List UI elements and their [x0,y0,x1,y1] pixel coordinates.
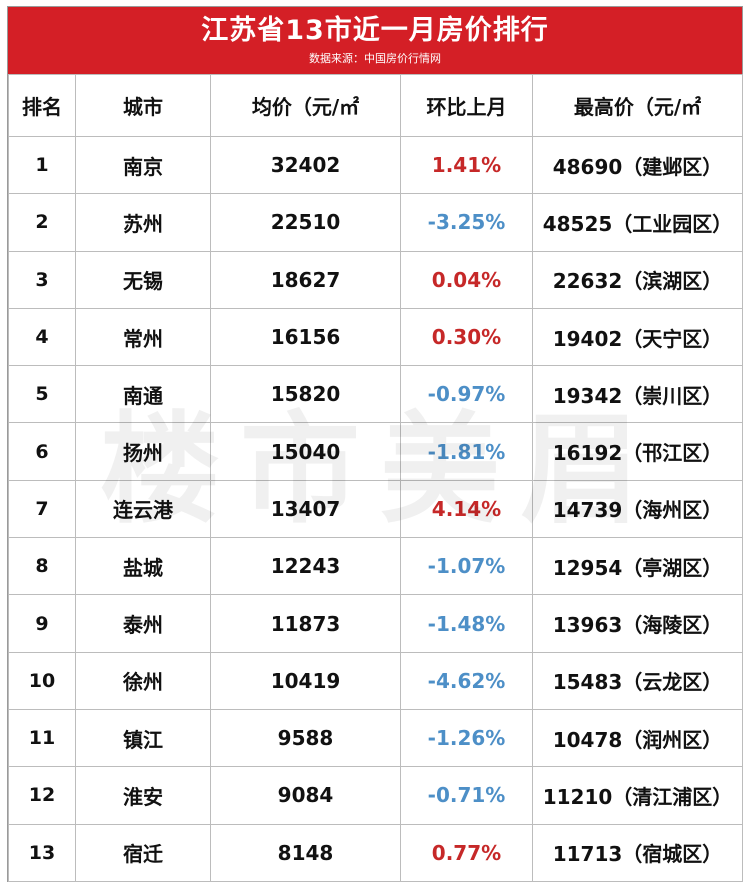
table-row: 11 镇江 9588 -1.26% 10478（润州区） [8,708,743,768]
average-price-cell: 22510 [210,193,401,252]
table-row: 6 扬州 15040 -1.81% 16192（邗江区） [8,422,743,481]
highest-price-cell: 16192（邗江区） [532,422,743,481]
city-cell: 宿迁 [75,823,211,882]
data-source-note: 数据来源：中国房价行情网 [309,52,441,65]
month-change-cell: 4.14% [400,479,533,539]
column-header-month-change: 环比上月 [400,74,533,137]
average-price-cell: 8148 [210,823,401,882]
rank-cell: 1 [8,135,76,195]
city-cell: 南通 [75,365,211,424]
table-row: 9 泰州 11873 -1.48% 13963（海陵区） [8,594,743,653]
highest-price-cell: 15483（云龙区） [532,651,743,710]
highest-price-cell: 10478（润州区） [532,708,743,768]
rank-cell: 13 [8,823,76,882]
rank-cell: 7 [8,479,76,539]
rank-cell: 10 [8,651,76,710]
table-frame [7,6,743,882]
city-cell: 盐城 [75,537,211,596]
highest-price-cell: 13963（海陵区） [532,594,743,653]
table-header-row: 排名 城市 均价（元/㎡ 环比上月 最高价（元/㎡ [8,74,743,137]
table-row: 3 无锡 18627 0.04% 22632（滨湖区） [8,250,743,309]
month-change-cell: -1.26% [400,708,533,768]
rank-cell: 6 [8,422,76,481]
table-row: 5 南通 15820 -0.97% 19342（崇川区） [8,365,743,424]
city-cell: 徐州 [75,651,211,710]
highest-price-cell: 19402（天宁区） [532,307,743,367]
column-header-average-price: 均价（元/㎡ [210,74,401,137]
city-cell: 扬州 [75,422,211,481]
table-row: 10 徐州 10419 -4.62% 15483（云龙区） [8,651,743,710]
month-change-cell: 1.41% [400,135,533,195]
average-price-cell: 15820 [210,365,401,424]
page-title: 江苏省13市近一月房价排行 [201,15,549,46]
table-body: 1 南京 32402 1.41% 48690（建邺区） 2 苏州 22510 -3.25% 485… [8,135,743,882]
highest-price-cell: 48690（建邺区） [532,135,743,195]
average-price-cell: 12243 [210,537,401,596]
month-change-cell: 0.04% [400,250,533,309]
city-cell: 苏州 [75,193,211,252]
city-cell: 无锡 [75,250,211,309]
highest-price-cell: 12954（亭湖区） [532,537,743,596]
month-change-cell: 0.77% [400,823,533,882]
city-cell: 镇江 [75,708,211,768]
highest-price-cell: 11210（清江浦区） [532,766,743,825]
month-change-cell: -0.97% [400,365,533,424]
average-price-cell: 11873 [210,594,401,653]
average-price-cell: 32402 [210,135,401,195]
average-price-cell: 9588 [210,708,401,768]
month-change-cell: -3.25% [400,193,533,252]
highest-price-cell: 14739（海州区） [532,479,743,539]
city-cell: 淮安 [75,766,211,825]
highest-price-cell: 19342（崇川区） [532,365,743,424]
table-row: 1 南京 32402 1.41% 48690（建邺区） [8,135,743,195]
average-price-cell: 15040 [210,422,401,481]
city-cell: 泰州 [75,594,211,653]
month-change-cell: -1.07% [400,537,533,596]
column-header-rank: 排名 [8,74,76,137]
average-price-cell: 10419 [210,651,401,710]
city-cell: 常州 [75,307,211,367]
column-header-highest-price: 最高价（元/㎡ [532,74,743,137]
month-change-cell: -1.48% [400,594,533,653]
table-row: 13 宿迁 8148 0.77% 11713（宿城区） [8,823,743,882]
average-price-cell: 18627 [210,250,401,309]
table-row: 12 淮安 9084 -0.71% 11210（清江浦区） [8,766,743,825]
month-change-cell: -1.81% [400,422,533,481]
month-change-cell: -0.71% [400,766,533,825]
city-cell: 南京 [75,135,211,195]
column-header-city: 城市 [75,74,211,137]
highest-price-cell: 48525（工业园区） [532,193,743,252]
table-row: 8 盐城 12243 -1.07% 12954（亭湖区） [8,537,743,596]
average-price-cell: 16156 [210,307,401,367]
table-row: 4 常州 16156 0.30% 19402（天宁区） [8,307,743,367]
month-change-cell: 0.30% [400,307,533,367]
title-banner: 江苏省13市近一月房价排行 数据来源：中国房价行情网 [8,7,742,74]
table-row: 2 苏州 22510 -3.25% 48525（工业园区） [8,193,743,252]
average-price-cell: 9084 [210,766,401,825]
rank-cell: 11 [8,708,76,768]
rank-cell: 9 [8,594,76,653]
month-change-cell: -4.62% [400,651,533,710]
average-price-cell: 13407 [210,479,401,539]
table-row: 7 连云港 13407 4.14% 14739（海州区） [8,479,743,539]
rank-cell: 12 [8,766,76,825]
rank-cell: 5 [8,365,76,424]
price-ranking-table: 排名 城市 均价（元/㎡ 环比上月 最高价（元/㎡ 1 南京 32402 1.41% 4… [8,74,743,882]
rank-cell: 3 [8,250,76,309]
rank-cell: 2 [8,193,76,252]
highest-price-cell: 11713（宿城区） [532,823,743,882]
city-cell: 连云港 [75,479,211,539]
highest-price-cell: 22632（滨湖区） [532,250,743,309]
rank-cell: 8 [8,537,76,596]
rank-cell: 4 [8,307,76,367]
